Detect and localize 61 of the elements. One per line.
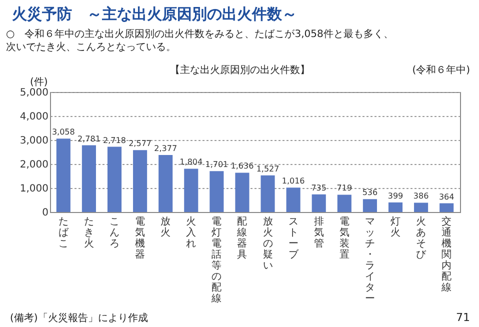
x-tick-label: 電気装置 [339,216,350,260]
y-tick-label: 5,000 [20,88,48,98]
bar [235,172,250,212]
x-tick-label: 交通機関内配線 [440,216,452,294]
bar [414,202,428,212]
bar [82,145,96,212]
bar [388,202,403,212]
y-tick-label: 4,000 [20,112,48,122]
data-label: 2,577 [128,139,152,148]
bar [158,154,173,212]
x-tick-label: 火あそび [416,216,428,260]
data-label: 1,804 [180,158,203,167]
bar [260,175,275,212]
bar [312,194,326,212]
x-tick-label: 電灯電話等の配線 [210,216,222,304]
bar [337,194,352,212]
data-label: 3,058 [52,128,75,137]
x-tick-label: 放火の疑い [262,216,273,272]
data-label: 2,377 [154,144,178,153]
x-tick-label: こんろ [110,216,120,250]
x-tick-label: マッチ・ライター [364,216,375,304]
data-label: 719 [336,184,352,193]
x-tick-label: 放火 [160,216,171,238]
bar [286,188,300,212]
bar [133,150,148,212]
text: (備考)「火災報告」により作成 [10,312,148,324]
y-tick-label: 1,000 [20,184,48,194]
x-tick-label: 配線器具 [236,216,248,260]
y-tick-label: 0 [42,208,48,218]
bar [362,199,377,212]
x-tick-label: 排気管 [314,216,324,250]
y-tick-label: 2,000 [20,160,48,170]
data-label: 399 [388,191,404,200]
x-tick-label: ストーブ [288,216,300,260]
data-label: 1,636 [230,162,254,171]
chart-subtitle: ○ 令和６年中の主な出火原因別の出火件数をみると、たばこが3,058件と最も多く、次いでたき火、こんろとなっている。 [6,28,394,53]
text: (令和６年中) [412,64,470,76]
y-tick-label: 3,000 [20,136,48,146]
text: 【主な出火原因別の出火件数】 [170,64,310,76]
data-label: 1,016 [282,176,305,186]
x-tick-label: たばこ [58,216,70,250]
data-label: 1,527 [256,164,280,174]
x-tick-label: たき火 [84,216,94,250]
data-label: 1,701 [205,160,228,170]
data-label: 2,781 [78,134,100,144]
bar [184,168,198,212]
text: 71 [456,311,470,324]
chart-title: 火災予防 ～主な出火原因別の出火件数～ [12,5,297,23]
data-label: 536 [362,188,378,198]
x-tick-label: 火入れ [186,216,196,250]
x-tick-label: 灯火 [390,216,400,238]
bar [56,138,70,212]
data-label: 364 [438,192,454,202]
bar [210,171,224,212]
x-tick-label: 電気機器 [135,216,146,260]
data-label: 735 [311,183,327,192]
bar [107,146,122,212]
data-label: 2,718 [103,136,126,145]
bar [440,203,454,212]
data-label: 386 [413,192,429,201]
y-axis-title: (件) [30,77,48,88]
